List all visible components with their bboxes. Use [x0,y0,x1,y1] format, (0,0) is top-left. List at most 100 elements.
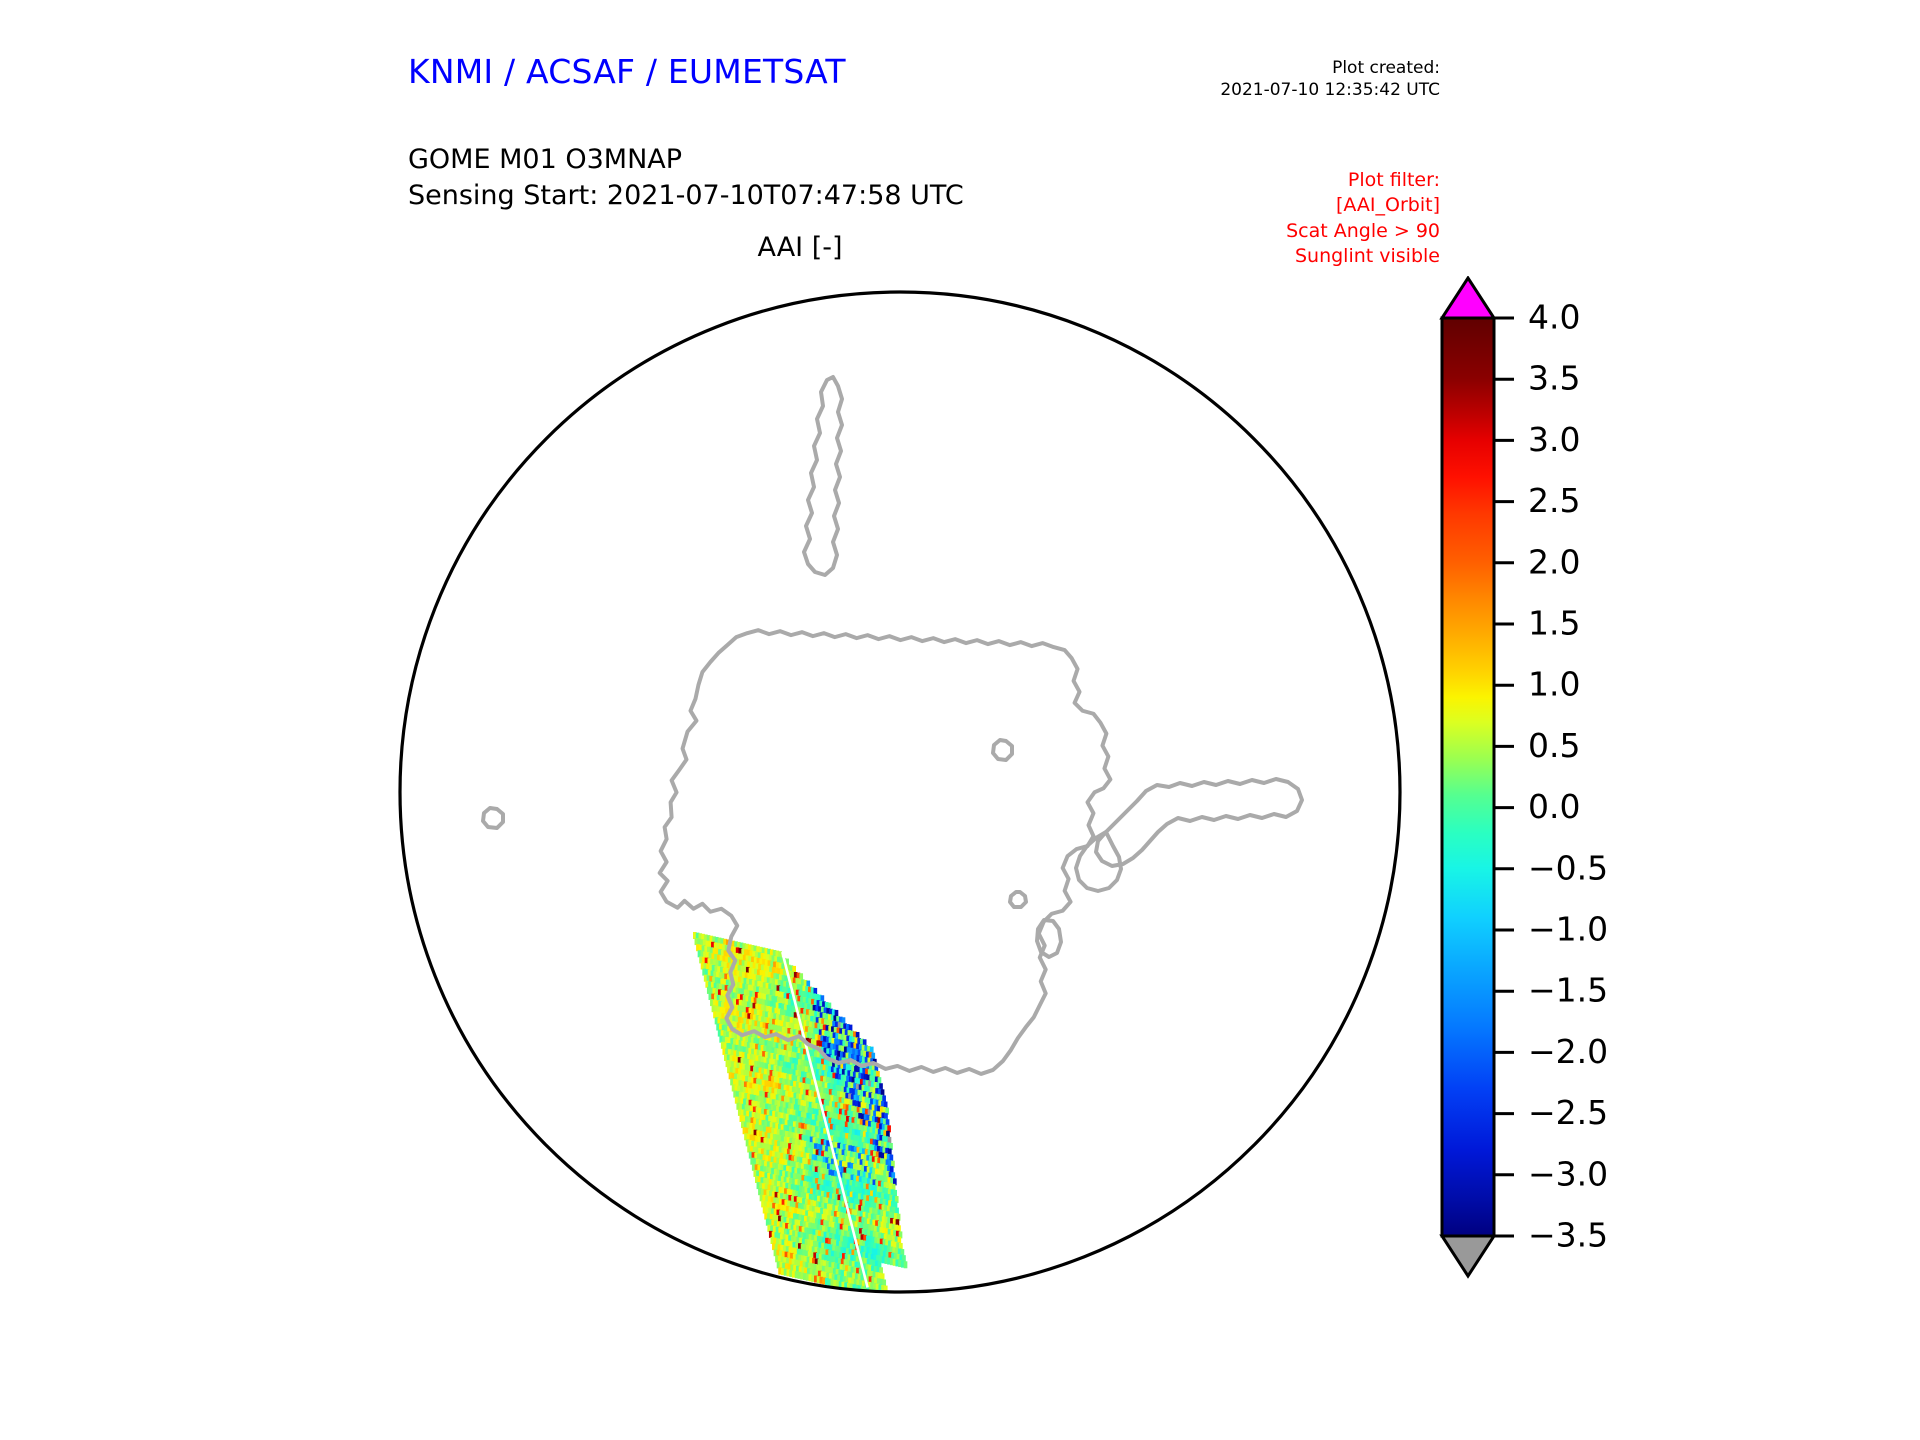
swath-pixel [795,1254,800,1262]
swath-pixel [865,1051,870,1059]
swath-pixel [771,1007,776,1015]
swath-pixel [724,973,728,981]
swath-pixel [832,1084,837,1092]
swath-pixel [845,1276,850,1284]
swath-pixel [788,1062,793,1070]
swath-pixel [803,1123,808,1131]
swath-pixel [770,1001,774,1009]
swath-pixel [789,1109,794,1117]
swath-pixel [871,1196,876,1204]
swath-pixel [861,1125,865,1133]
swath-pixel [730,997,735,1005]
swath-pixel [785,1039,789,1046]
swath-pixel [795,1242,799,1250]
swath-pixel [785,1142,790,1150]
swath-pixel [861,1228,866,1236]
swath-pixel [854,1089,859,1097]
swath-pixel [881,1152,885,1160]
swath-pixel [821,1242,825,1250]
swath-pixel [806,1204,811,1212]
swath-pixel [871,1248,876,1256]
swath-pixel [802,997,807,1005]
swath-pixel [843,1167,848,1175]
swath-pixel [716,943,721,951]
swath-pixel [746,1110,750,1118]
swath-pixel [735,1068,739,1076]
swath-pixel [791,1218,796,1226]
swath-pixel [744,1093,748,1101]
swath-pixel [774,1099,779,1107]
swath-pixel [768,1115,772,1123]
swath-pixel [823,1128,827,1136]
swath-pixel [707,946,711,954]
swath-pixel [842,1028,846,1036]
swath-pixel [815,1201,820,1209]
colorbar-tick-label: −2.0 [1528,1032,1608,1071]
swath-pixel [766,1006,770,1014]
swath-pixel [831,1222,836,1229]
swath-pixel [860,1170,864,1178]
swath-pixel [776,1209,781,1217]
swath-pixel [786,1033,790,1041]
swath-pixel [820,1023,824,1031]
swath-pixel [854,1198,858,1206]
swath-pixel [736,1022,741,1030]
swath-pixel [785,998,789,1006]
swath-pixel [720,949,725,957]
swath-pixel [798,1243,802,1251]
swath-pixel [851,1128,856,1136]
swath-pixel [802,1065,806,1073]
swath-pixel [716,1023,720,1031]
swath-pixel [754,968,758,976]
swath-pixel [844,1190,848,1198]
colorbar-under-arrow [1439,1234,1497,1279]
swath-pixel [831,1009,836,1017]
swath-pixel [801,1163,805,1171]
swath-pixel [856,1227,860,1235]
swath-pixel [845,1196,850,1204]
swath-pixel [793,1132,797,1140]
swath-pixel [876,1134,881,1142]
swath-pixel [764,1068,768,1076]
swath-pixel [788,1183,792,1191]
swath-pixel [855,1256,860,1264]
swath-pixel [817,1155,821,1163]
swath-pixel [811,1010,816,1018]
swath-pixel [845,1104,850,1112]
swath-pixel [767,1184,772,1192]
swath-pixel [765,1126,770,1134]
swath-pixel [762,1143,766,1151]
swath-pixel [857,1101,862,1109]
swath-pixel [725,956,729,964]
swath-pixel [752,962,757,970]
swath-pixel [751,968,756,976]
swath-pixel [792,1149,797,1157]
swath-pixel [857,1141,862,1149]
swath-pixel [806,1101,810,1109]
swath-pixel [758,1119,763,1127]
swath-pixel [718,960,723,968]
swath-pixel [877,1209,882,1217]
swath-pixel [821,1070,826,1078]
swath-pixel [781,1026,786,1034]
swath-pixel [765,1195,769,1203]
swath-pixel [821,1150,825,1158]
swath-pixel [759,1090,763,1098]
swath-pixel [851,1261,856,1269]
swath-pixel [883,1285,888,1292]
swath-pixel [745,995,750,1003]
swath-pixel [739,1022,744,1030]
swath-pixel [856,1198,861,1206]
swath-pixel [832,1032,837,1040]
swath-pixel [840,1062,844,1070]
swath-pixel [809,1096,814,1104]
swath-pixel [834,1038,838,1046]
swath-pixel [789,1269,793,1277]
swath-pixel [779,1210,783,1218]
colorbar-tick-label: −3.0 [1528,1154,1608,1193]
swath-pixel [826,1140,830,1148]
swath-pixel [783,1268,788,1276]
swath-pixel [759,1050,764,1058]
swath-pixel [777,1060,782,1068]
swath-pixel [740,1086,744,1094]
